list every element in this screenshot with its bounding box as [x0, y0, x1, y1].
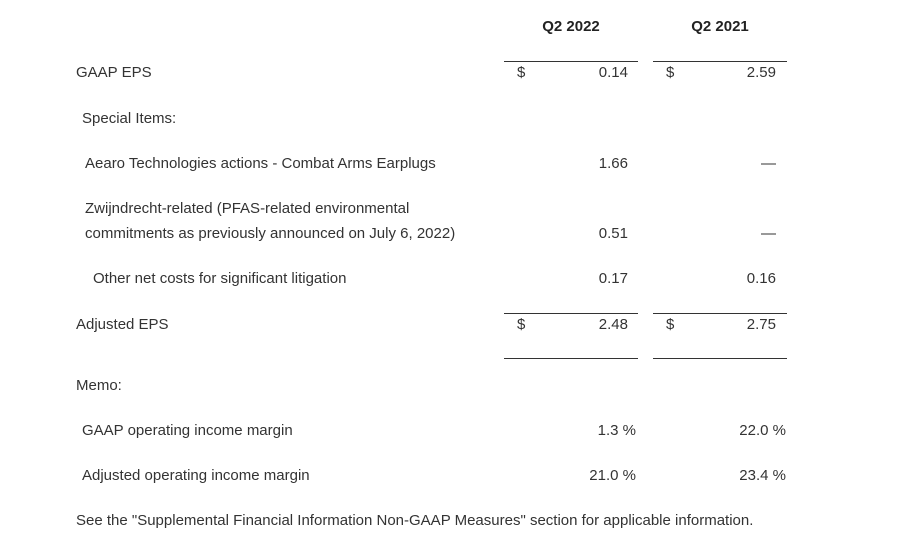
currency-symbol: $	[517, 316, 526, 333]
currency-symbol: $	[666, 316, 675, 333]
row-label-gaap-margin: GAAP operating income margin	[82, 422, 293, 439]
value-adjusted-margin-2021: 23.4 %	[739, 467, 786, 484]
column-header-q2-2022: Q2 2022	[542, 18, 600, 35]
value-other-net-costs-2021: 0.16	[746, 270, 776, 287]
value-adjusted-eps-2021: 2.75	[746, 316, 776, 333]
currency-symbol: $	[517, 64, 526, 81]
value-aearo-2022: 1.66	[598, 155, 628, 172]
subtotal-rule-2021	[653, 313, 787, 314]
row-label-zwijndrecht-line2: commitments as previously announced on J…	[85, 225, 456, 242]
value-gaap-margin-2021: 22.0 %	[739, 422, 786, 439]
total-rule-2021	[653, 358, 787, 359]
subtotal-rule-2022	[504, 313, 638, 314]
header-rule-2022	[504, 61, 638, 62]
row-label-other-net-costs: Other net costs for significant litigati…	[93, 270, 347, 287]
value-adjusted-eps-2022: 2.48	[598, 316, 628, 333]
value-aearo-2021: —	[761, 155, 776, 172]
row-label-adjusted-margin: Adjusted operating income margin	[82, 467, 310, 484]
currency-symbol: $	[666, 64, 675, 81]
header-rule-2021	[653, 61, 787, 62]
row-label-aearo: Aearo Technologies actions - Combat Arms…	[85, 155, 436, 172]
value-other-net-costs-2022: 0.17	[598, 270, 628, 287]
footnote: See the "Supplemental Financial Informat…	[76, 512, 754, 529]
row-label-special-items: Special Items:	[82, 110, 177, 127]
total-rule-2022	[504, 358, 638, 359]
value-adjusted-margin-2022: 21.0 %	[589, 467, 636, 484]
row-label-adjusted-eps: Adjusted EPS	[76, 316, 169, 333]
value-zwijndrecht-2021: —	[761, 225, 776, 242]
row-label-gaap-eps: GAAP EPS	[76, 64, 152, 81]
value-gaap-eps-2021: 2.59	[746, 64, 776, 81]
value-zwijndrecht-2022: 0.51	[598, 225, 628, 242]
value-gaap-margin-2022: 1.3 %	[597, 422, 636, 439]
column-header-q2-2021: Q2 2021	[691, 18, 749, 35]
row-label-memo: Memo:	[76, 377, 122, 394]
value-gaap-eps-2022: 0.14	[598, 64, 628, 81]
row-label-zwijndrecht-line1: Zwijndrecht-related (PFAS-related enviro…	[85, 200, 410, 217]
